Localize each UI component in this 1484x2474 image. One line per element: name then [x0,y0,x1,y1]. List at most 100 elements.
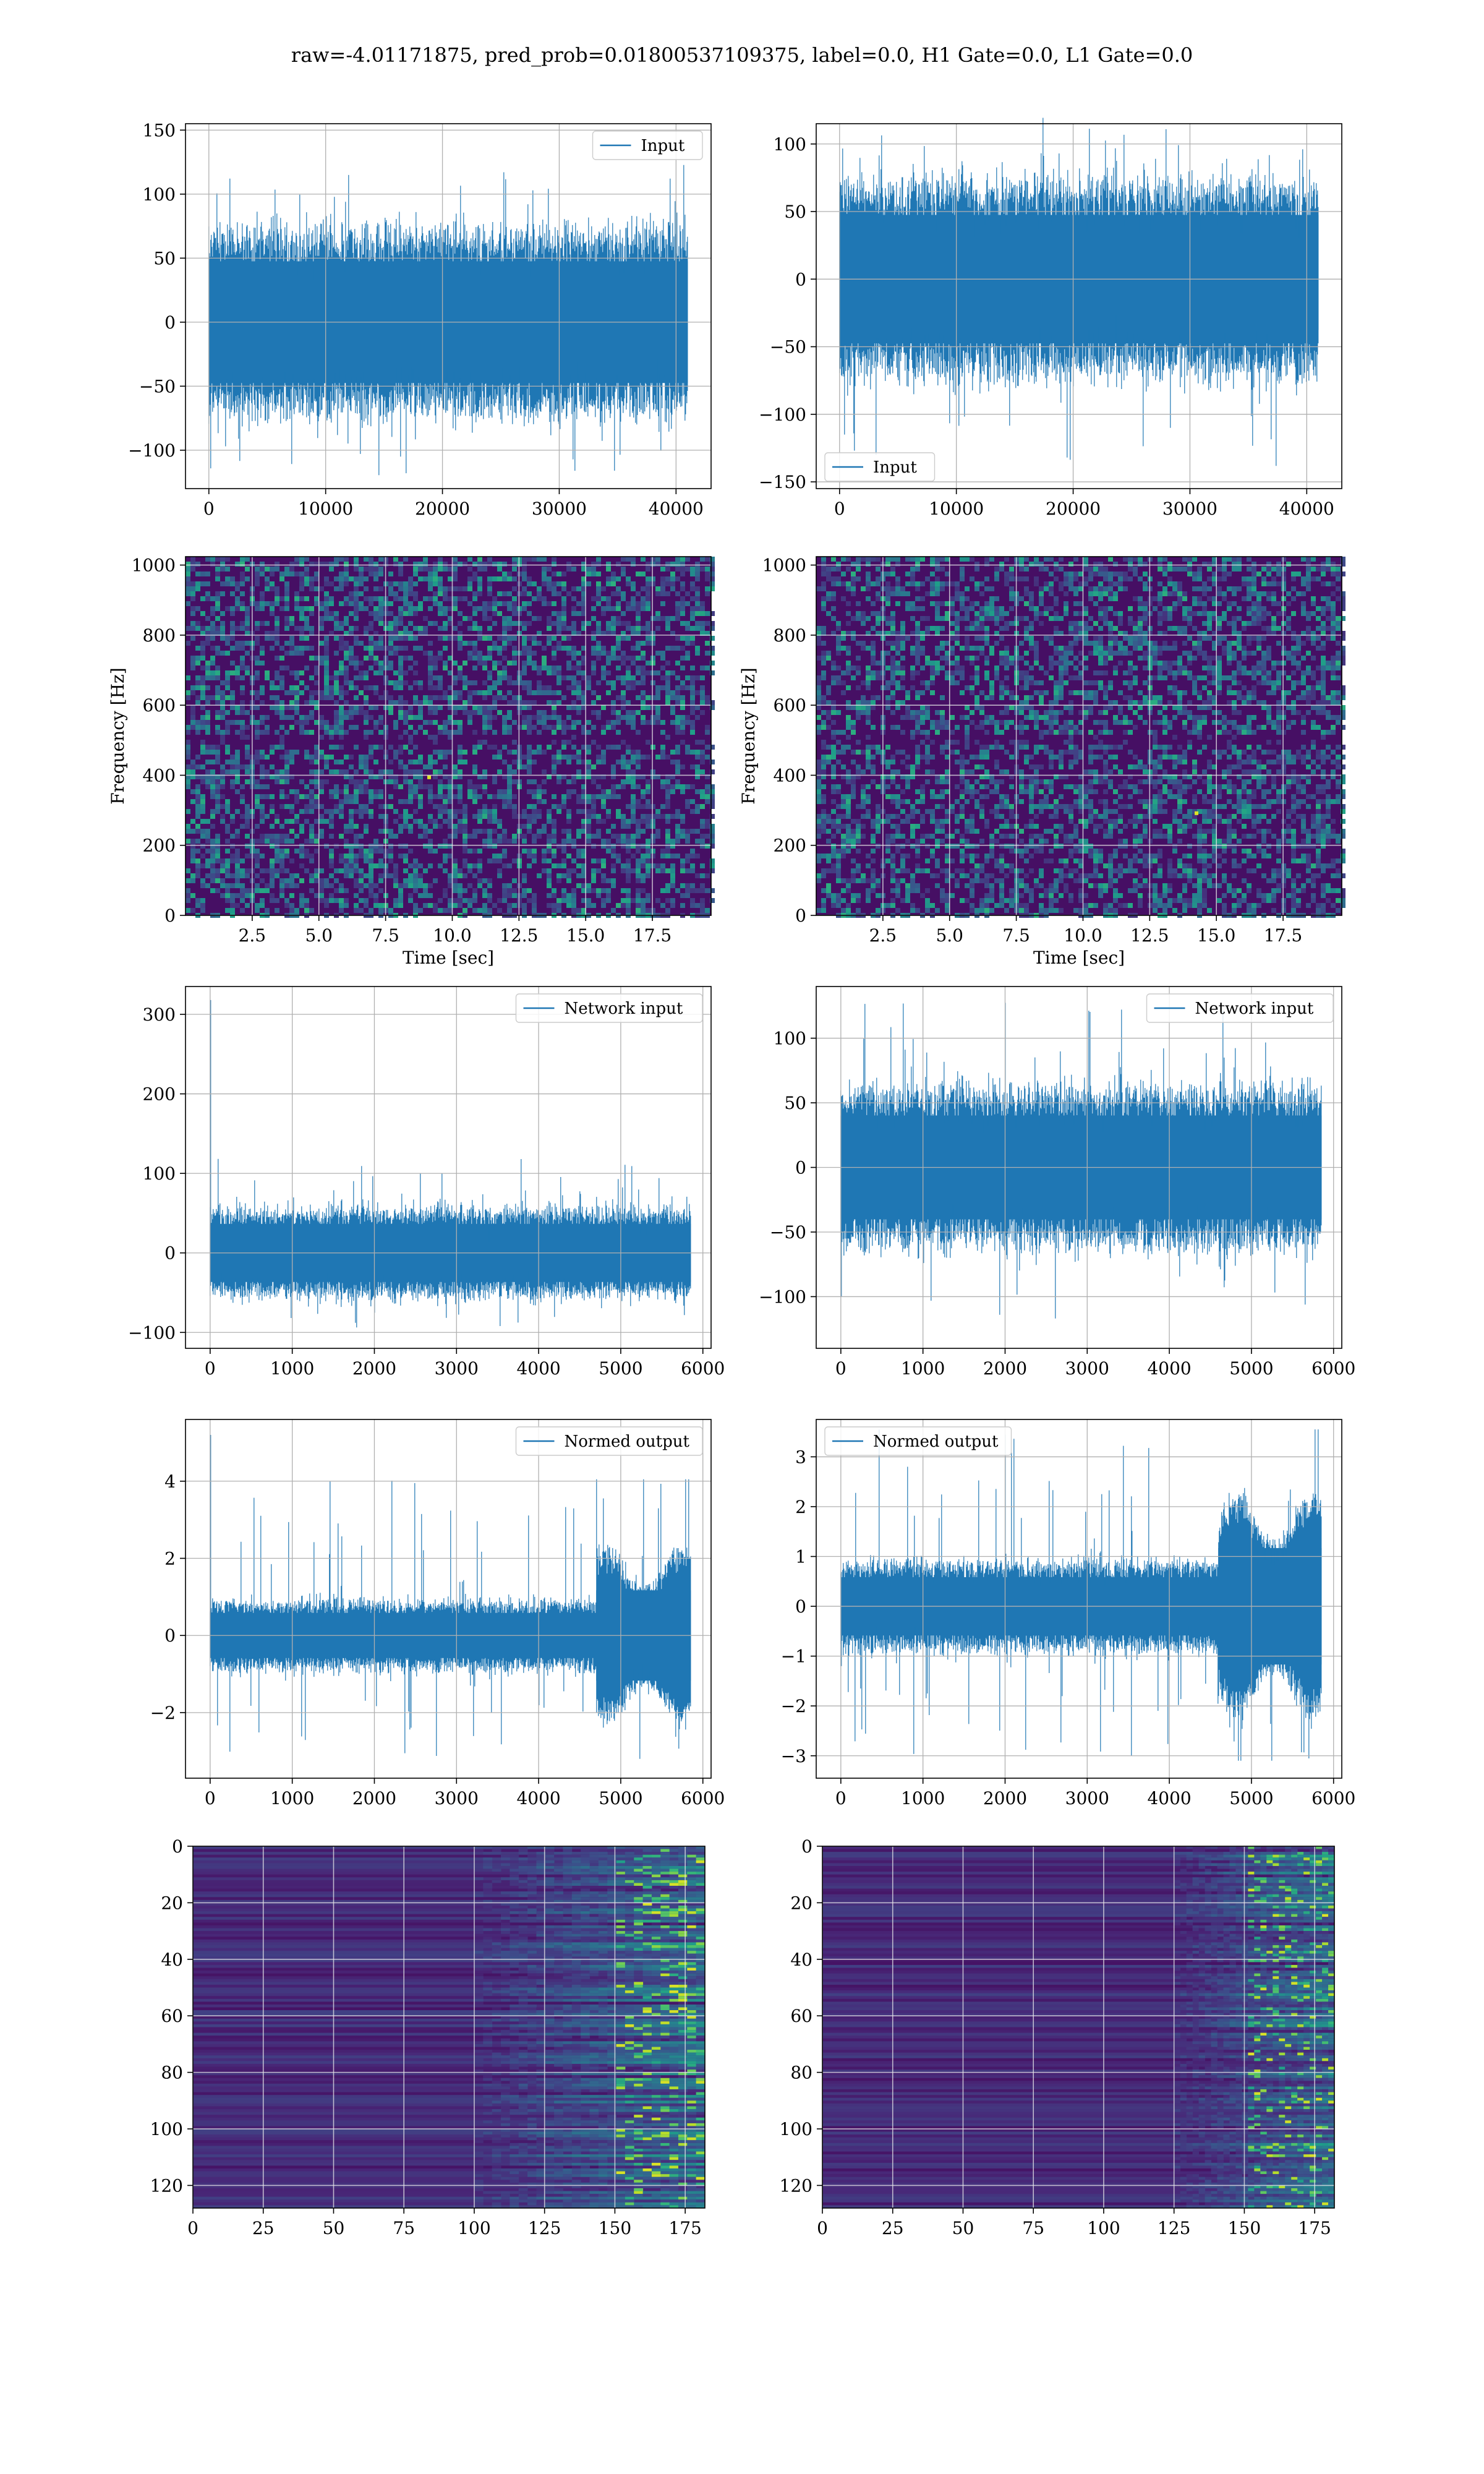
spectrogram-cell [240,581,245,586]
spectrogram-cell [304,646,309,651]
spectrogram-cell [453,586,458,591]
spectrogram-cell [349,661,354,666]
spectrogram-cell [279,606,284,611]
spectrogram-cell [344,888,349,893]
spectrogram-cell [339,715,344,720]
spectrogram-cell [621,567,626,571]
spectrogram-cell [255,601,260,606]
spectrogram-cell [329,596,334,601]
spectrogram-cell [700,834,705,839]
spectrogram-cell [655,626,660,631]
spectrogram-cell [235,705,240,710]
spectrogram-cell [240,888,245,893]
spectrogram-cell [255,854,260,858]
spectrogram-cell [329,581,334,586]
spectrogram-cell [190,705,195,710]
spectrogram-cell [841,557,846,562]
spectrogram-cell [1098,586,1103,591]
x-tick-label: 0 [834,499,845,519]
spectrogram-cell [556,675,561,680]
spectrogram-cell [999,626,1004,631]
spectrogram-cell [418,710,423,715]
spectrogram-cell [1143,581,1148,586]
spectrogram-cell [255,824,260,829]
spectrogram-cell [566,893,571,898]
spectrogram-cell [866,586,871,591]
spectrogram-cell [364,764,369,769]
spectrogram-cell [190,725,195,730]
spectrogram-cell [527,819,532,824]
spectrogram-cell [1217,621,1222,626]
spectrogram-cell [566,839,571,844]
spectrogram-cell [349,824,354,829]
spectrogram-cell [1256,606,1261,611]
spectrogram-cell [1158,621,1162,626]
spectrogram-cell [195,903,200,908]
spectrogram-cell [1167,606,1172,611]
spectrogram-cell [265,883,270,888]
spectrogram-cell [1266,596,1271,601]
spectrogram-cell [349,591,354,596]
spectrogram-cell [537,641,542,646]
spectrogram-cell [433,581,438,586]
spectrogram-cell [403,858,408,863]
spectrogram-cell [329,863,334,868]
spectrogram-cell [265,567,270,571]
spectrogram-cell [512,700,517,705]
spectrogram-cell [665,755,670,760]
spectrogram-cell [1222,646,1227,651]
spectrogram-cell [398,750,403,755]
spectrogram-cell [705,586,710,591]
spectrogram-cell [354,839,359,844]
spectrogram-cell [235,730,240,735]
spectrogram-cell [710,705,715,710]
spectrogram-cell [566,809,571,814]
spectrogram-cell [915,626,920,631]
spectrogram-cell [497,651,502,656]
spectrogram-cell [344,903,349,908]
spectrogram-cell [339,641,344,646]
spectrogram-cell [641,695,646,700]
spectrogram-cell [1311,567,1316,571]
spectrogram-cell [631,557,636,562]
spectrogram-cell [611,591,616,596]
spectrogram-cell [1276,571,1281,576]
spectrogram-cell [1237,562,1242,567]
spectrogram-cell [950,596,955,601]
spectrogram-cell [200,666,205,670]
spectrogram-cell [680,666,685,670]
spectrogram-cell [695,774,700,779]
spectrogram-cell [576,863,581,868]
spectrogram-cell [304,849,309,854]
spectrogram-cell [482,606,487,611]
spectrogram-cell [210,888,215,893]
spectrogram-cell [299,571,304,576]
spectrogram-cell [279,710,284,715]
spectrogram-cell [836,621,841,626]
spectrogram-cell [915,631,920,636]
spectrogram-cell [522,715,527,720]
spectrogram-cell [393,779,398,784]
spectrogram-cell [1093,641,1098,646]
spectrogram-cell [210,814,215,819]
spectrogram-cell [1286,591,1291,596]
spectrogram-cell [1217,576,1222,581]
spectrogram-cell [1009,567,1014,571]
spectrogram-cell [378,641,383,646]
spectrogram-cell [507,661,512,666]
spectrogram-cell [1177,631,1182,636]
spectrogram-cell [324,695,329,700]
spectrogram-cell [675,591,680,596]
spectrogram-cell [616,745,621,750]
spectrogram-cell [339,626,344,631]
spectrogram-cell [581,888,586,893]
spectrogram-cell [680,819,685,824]
spectrogram-cell [586,745,591,750]
spectrogram-cell [710,844,715,849]
spectrogram-cell [641,908,646,913]
spectrogram-cell [552,601,556,606]
spectrogram-cell [1187,557,1192,562]
spectrogram-cell [1286,616,1291,621]
spectrogram-cell [453,834,458,839]
spectrogram-cell [339,705,344,710]
